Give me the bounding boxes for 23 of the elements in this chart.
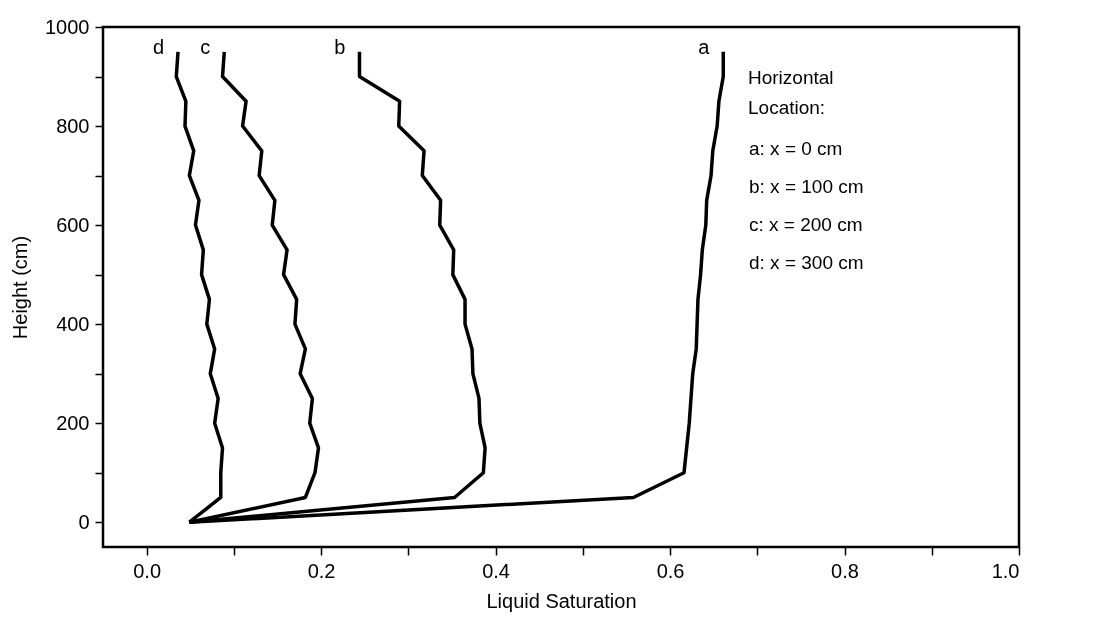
x-tick-label: 0.8 (831, 559, 859, 582)
x-tick-label: 0.6 (656, 559, 685, 582)
x-tick-label: 0.2 (307, 559, 336, 582)
series-label: d (152, 35, 165, 58)
x-tick-label: 0.4 (482, 559, 510, 582)
x-tick-label: 0.0 (133, 559, 162, 582)
y-tick-label: 400 (56, 312, 90, 335)
x-axis-title: Liquid Saturation (486, 589, 637, 612)
y-tick-label: 0 (78, 510, 90, 533)
y-tick-label: 200 (56, 411, 90, 434)
series-label: a (698, 35, 711, 58)
annotation: a: x = 0 cm (749, 138, 843, 159)
y-axis-title: Height (cm) (9, 235, 32, 340)
series-label: c (200, 35, 211, 58)
annotation: Horizontal Location: (748, 67, 834, 118)
series-label: b (334, 35, 346, 58)
y-tick-label: 1000 (45, 15, 90, 38)
annotation: b: x = 100 cm (749, 176, 864, 197)
y-tick-label: 600 (56, 213, 90, 236)
annotation: d: x = 300 cm (749, 252, 864, 273)
y-tick-label: 800 (56, 114, 90, 137)
x-tick-label: 1.0 (991, 559, 1020, 582)
annotation: c: x = 200 cm (749, 214, 863, 235)
